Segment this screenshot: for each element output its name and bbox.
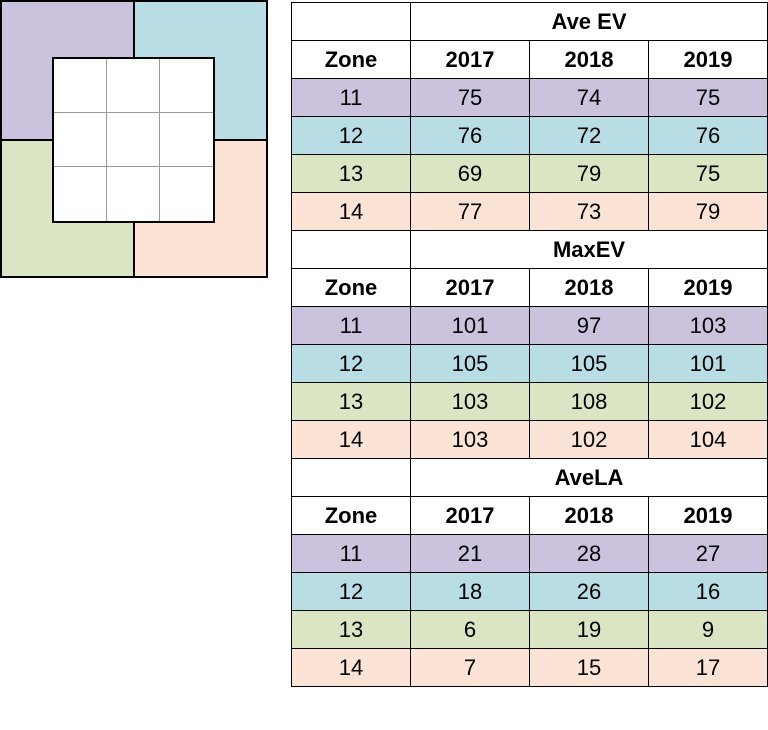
- zone-cell: 13: [291, 154, 411, 193]
- column-header-row: Zone 2017 2018 2019: [291, 496, 768, 535]
- blank-cell: [291, 458, 411, 497]
- table-row: 12 18 26 16: [291, 572, 768, 611]
- value-cell: 101: [410, 306, 530, 345]
- year-column-header: 2019: [647, 268, 768, 307]
- stats-table: Ave EV Zone 2017 2018 2019 11 75 74 75 1…: [291, 2, 768, 687]
- column-header-row: Zone 2017 2018 2019: [291, 40, 768, 79]
- metric-title: MaxEV: [409, 230, 768, 269]
- metric-header-row: AveLA: [291, 458, 768, 497]
- zone-cell: 12: [291, 572, 411, 611]
- zone-cell: 12: [291, 116, 411, 155]
- table-row: 14 7 15 17: [291, 648, 768, 687]
- value-cell: 103: [410, 420, 530, 459]
- blank-cell: [291, 230, 411, 269]
- value-cell: 16: [647, 572, 768, 611]
- value-cell: 103: [410, 382, 530, 421]
- metric-header-row: MaxEV: [291, 230, 768, 269]
- year-column-header: 2019: [647, 496, 768, 535]
- table-row: 12 76 72 76: [291, 116, 768, 155]
- year-column-header: 2018: [529, 40, 649, 79]
- year-column-header: 2018: [529, 496, 649, 535]
- table-row: 13 6 19 9: [291, 610, 768, 649]
- zone-cell: 14: [291, 192, 411, 231]
- value-cell: 74: [529, 78, 649, 117]
- zone-cell: 12: [291, 344, 411, 383]
- zone-column-header: Zone: [291, 268, 411, 307]
- zone-cell: 13: [291, 610, 411, 649]
- table-row: 14 103 102 104: [291, 420, 768, 459]
- inner-zone-cell: [160, 59, 213, 113]
- zone-column-header: Zone: [291, 496, 411, 535]
- inner-zone-cell: [54, 113, 107, 167]
- value-cell: 105: [410, 344, 530, 383]
- year-column-header: 2018: [529, 268, 649, 307]
- metric-header-row: Ave EV: [291, 2, 768, 41]
- zone-cell: 11: [291, 78, 411, 117]
- value-cell: 103: [647, 306, 768, 345]
- value-cell: 73: [529, 192, 649, 231]
- table-row: 11 21 28 27: [291, 534, 768, 573]
- value-cell: 75: [410, 78, 530, 117]
- blank-cell: [291, 2, 411, 41]
- value-cell: 102: [529, 420, 649, 459]
- value-cell: 7: [410, 648, 530, 687]
- year-column-header: 2017: [410, 40, 530, 79]
- table-row: 12 105 105 101: [291, 344, 768, 383]
- value-cell: 75: [647, 78, 768, 117]
- inner-zone-cell: [160, 167, 213, 221]
- value-cell: 21: [410, 534, 530, 573]
- strike-zone-diagram: [0, 0, 268, 278]
- value-cell: 15: [529, 648, 649, 687]
- inner-zone-cell: [54, 167, 107, 221]
- value-cell: 75: [647, 154, 768, 193]
- year-column-header: 2019: [647, 40, 768, 79]
- zone-column-header: Zone: [291, 40, 411, 79]
- value-cell: 102: [647, 382, 768, 421]
- inner-zone-cell: [54, 59, 107, 113]
- value-cell: 9: [647, 610, 768, 649]
- inner-strike-zone-grid: [52, 57, 215, 223]
- value-cell: 28: [529, 534, 649, 573]
- value-cell: 79: [647, 192, 768, 231]
- value-cell: 17: [647, 648, 768, 687]
- value-cell: 77: [410, 192, 530, 231]
- value-cell: 76: [410, 116, 530, 155]
- zone-cell: 13: [291, 382, 411, 421]
- inner-zone-cell: [107, 59, 160, 113]
- table-row: 11 75 74 75: [291, 78, 768, 117]
- value-cell: 105: [529, 344, 649, 383]
- value-cell: 101: [647, 344, 768, 383]
- value-cell: 97: [529, 306, 649, 345]
- zone-cell: 11: [291, 306, 411, 345]
- inner-zone-cell: [160, 113, 213, 167]
- table-row: 14 77 73 79: [291, 192, 768, 231]
- value-cell: 76: [647, 116, 768, 155]
- year-column-header: 2017: [410, 268, 530, 307]
- zone-cell: 14: [291, 648, 411, 687]
- value-cell: 6: [410, 610, 530, 649]
- inner-zone-cell: [107, 167, 160, 221]
- value-cell: 79: [529, 154, 649, 193]
- metric-title: AveLA: [409, 458, 768, 497]
- zone-cell: 11: [291, 534, 411, 573]
- value-cell: 27: [647, 534, 768, 573]
- table-row: 11 101 97 103: [291, 306, 768, 345]
- zone-stats-tables: Ave EV Zone 2017 2018 2019 11 75 74 75 1…: [291, 2, 768, 687]
- column-header-row: Zone 2017 2018 2019: [291, 268, 768, 307]
- value-cell: 19: [529, 610, 649, 649]
- value-cell: 18: [410, 572, 530, 611]
- inner-zone-cell: [107, 113, 160, 167]
- value-cell: 69: [410, 154, 530, 193]
- table-row: 13 69 79 75: [291, 154, 768, 193]
- table-row: 13 103 108 102: [291, 382, 768, 421]
- value-cell: 72: [529, 116, 649, 155]
- zone-cell: 14: [291, 420, 411, 459]
- metric-title: Ave EV: [409, 2, 768, 41]
- year-column-header: 2017: [410, 496, 530, 535]
- value-cell: 108: [529, 382, 649, 421]
- value-cell: 104: [647, 420, 768, 459]
- value-cell: 26: [529, 572, 649, 611]
